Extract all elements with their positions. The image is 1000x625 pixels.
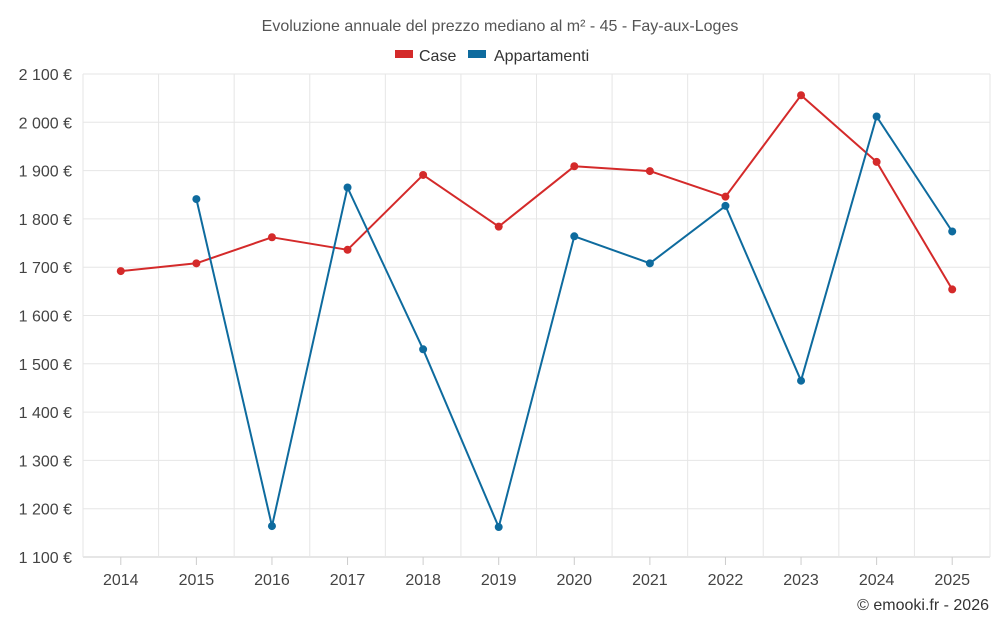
data-point-case-2015[interactable]	[192, 259, 201, 268]
data-point-appartamenti-2016[interactable]	[267, 522, 276, 531]
grid	[82, 73, 991, 558]
data-point-appartamenti-2015[interactable]	[192, 195, 201, 204]
legend-label-appartamenti: Appartamenti	[494, 48, 589, 65]
y-tick-label: 1 600 €	[19, 309, 72, 326]
x-tick-label: 2019	[481, 572, 517, 589]
x-tick-label: 2022	[708, 572, 744, 589]
data-point-appartamenti-2019[interactable]	[494, 523, 503, 532]
x-tick-label: 2021	[632, 572, 668, 589]
series-case	[116, 91, 957, 294]
legend-item-appartamenti[interactable]: Appartamenti	[468, 48, 589, 65]
data-point-appartamenti-2023[interactable]	[797, 376, 806, 385]
data-point-case-2019[interactable]	[494, 222, 503, 231]
y-tick-label: 1 400 €	[19, 405, 72, 422]
y-tick-label: 1 300 €	[19, 453, 72, 470]
x-tick-label: 2017	[330, 572, 366, 589]
y-tick-label: 1 100 €	[19, 550, 72, 567]
x-axis-labels: 2014 2015 2016 2017 2018 2019 2020 2021 2022 2023…	[103, 557, 970, 589]
data-point-case-2025[interactable]	[948, 285, 957, 294]
y-tick-label: 1 900 €	[19, 164, 72, 181]
chart-title: Evoluzione annuale del prezzo mediano al…	[262, 18, 739, 35]
legend-swatch-case	[395, 50, 413, 58]
data-point-case-2014[interactable]	[116, 267, 125, 276]
data-point-appartamenti-2021[interactable]	[645, 259, 654, 268]
y-tick-label: 2 100 €	[19, 67, 72, 84]
data-point-case-2024[interactable]	[872, 157, 881, 166]
x-tick-label: 2023	[783, 572, 819, 589]
x-tick-label: 2018	[405, 572, 441, 589]
series-line-case	[120, 94, 954, 290]
data-point-appartamenti-2017[interactable]	[343, 183, 352, 192]
y-tick-label: 1 800 €	[19, 212, 72, 229]
data-point-appartamenti-2022[interactable]	[721, 201, 730, 210]
y-tick-label: 1 700 €	[19, 260, 72, 277]
data-point-case-2016[interactable]	[267, 233, 276, 242]
x-tick-label: 2025	[934, 572, 970, 589]
x-tick-label: 2024	[859, 572, 895, 589]
y-tick-label: 1 200 €	[19, 502, 72, 519]
data-point-case-2017[interactable]	[343, 245, 352, 254]
data-point-case-2020[interactable]	[570, 162, 579, 171]
x-tick-label: 2020	[556, 572, 592, 589]
legend: Case Appartamenti	[395, 48, 589, 65]
series-appartamenti	[192, 112, 957, 532]
data-point-appartamenti-2024[interactable]	[872, 112, 881, 121]
legend-item-case[interactable]: Case	[395, 48, 456, 65]
credit-text: © emooki.fr - 2026	[857, 597, 989, 614]
y-tick-label: 2 000 €	[19, 115, 72, 132]
data-point-case-2018[interactable]	[419, 170, 428, 179]
data-point-case-2023[interactable]	[797, 91, 806, 100]
legend-swatch-appartamenti	[468, 50, 486, 58]
x-tick-label: 2015	[179, 572, 215, 589]
data-point-case-2022[interactable]	[721, 192, 730, 201]
x-tick-label: 2016	[254, 572, 290, 589]
data-point-appartamenti-2020[interactable]	[570, 232, 579, 241]
y-tick-label: 1 500 €	[19, 357, 72, 374]
x-tick-label: 2014	[103, 572, 139, 589]
data-point-appartamenti-2025[interactable]	[948, 227, 957, 236]
legend-label-case: Case	[419, 48, 456, 65]
data-point-appartamenti-2018[interactable]	[419, 345, 428, 354]
data-point-case-2021[interactable]	[645, 167, 654, 176]
y-axis-labels: 1 100 € 1 200 € 1 300 € 1 400 € 1 500 € 1 600…	[19, 67, 72, 567]
series-layer	[116, 91, 957, 532]
